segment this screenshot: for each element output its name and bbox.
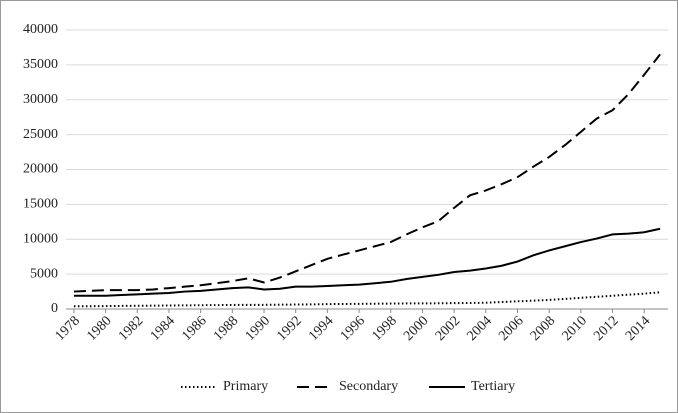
series-line [73, 291, 661, 308]
series-line [73, 227, 661, 297]
y-tick-label: 40000 [23, 22, 58, 37]
y-tick-label: 15000 [23, 197, 58, 212]
y-tick-label: 20000 [23, 162, 58, 177]
y-tick-label: 10000 [23, 231, 58, 246]
y-tick-label: 5000 [30, 266, 58, 281]
legend-label: Secondary [339, 379, 398, 394]
y-tick-label: 35000 [23, 57, 58, 72]
legend-label: Tertiary [471, 379, 515, 394]
y-tick-label: 0 [51, 301, 58, 316]
y-tick-label: 25000 [23, 127, 58, 142]
y-tick-label: 30000 [23, 92, 58, 107]
legend-label: Primary [223, 379, 268, 394]
series-line [73, 53, 661, 293]
